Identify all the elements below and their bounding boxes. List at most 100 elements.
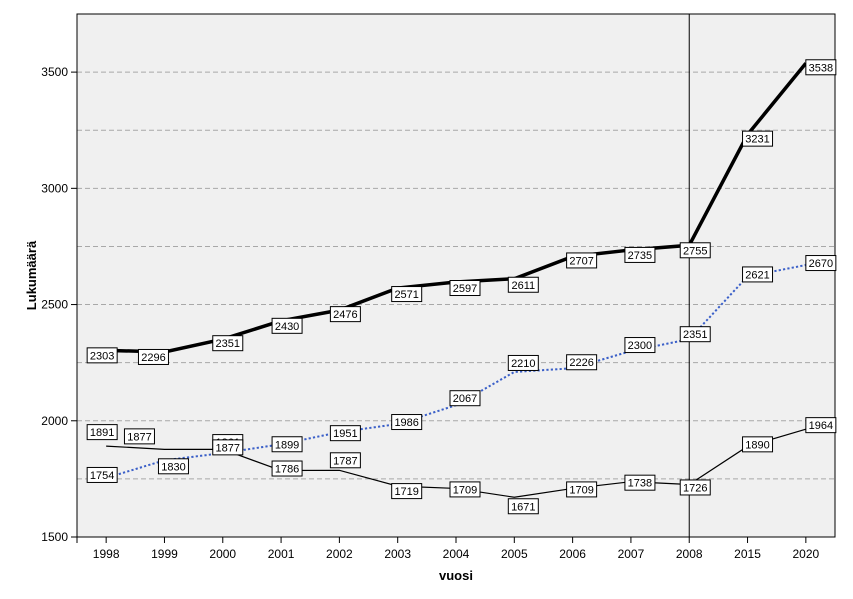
data-label-box <box>86 424 118 441</box>
data-label: 2476 <box>333 309 357 321</box>
data-label: 2597 <box>453 283 477 295</box>
data-label-box <box>391 483 423 500</box>
data-label-box <box>805 417 837 434</box>
data-label-box <box>137 348 169 365</box>
data-label: 2707 <box>569 255 593 267</box>
data-label-box <box>271 317 303 334</box>
y-tick-label: 1500 <box>41 530 68 544</box>
data-label: 2670 <box>809 258 833 270</box>
x-tick-label: 2000 <box>209 547 236 561</box>
data-label-box <box>624 337 656 354</box>
data-label: 2430 <box>275 321 299 333</box>
data-label-box <box>805 255 837 272</box>
data-label-box <box>449 390 481 407</box>
x-tick-label: 2002 <box>326 547 353 561</box>
y-axis-title: Lukumäärä <box>24 240 39 310</box>
data-label-box <box>449 280 481 297</box>
data-label: 1754 <box>90 470 114 482</box>
data-label: 1738 <box>628 478 652 490</box>
data-label-box <box>212 335 244 352</box>
data-label: 2300 <box>628 340 652 352</box>
axes: 1500 2000 2500 3000 3500 1998 1999 2000 2001 2002… <box>41 14 835 561</box>
data-label-box <box>742 266 774 283</box>
y-tick-label: 3000 <box>41 181 68 195</box>
data-label-box <box>271 460 303 477</box>
data-label: 1671 <box>511 501 535 513</box>
x-tick-label: 2005 <box>501 547 528 561</box>
data-label: 3231 <box>745 134 769 146</box>
data-label: 2226 <box>569 357 593 369</box>
data-label-box <box>329 452 361 469</box>
data-label: 1951 <box>333 428 357 440</box>
y-tick-label: 3500 <box>41 65 68 79</box>
x-tick-label: 2008 <box>676 547 703 561</box>
x-axis-title: vuosi <box>439 568 473 583</box>
y-tick-label: 2000 <box>41 414 68 428</box>
data-label-box <box>329 425 361 442</box>
data-label-box <box>742 436 774 453</box>
x-tick-label: 1999 <box>151 547 178 561</box>
data-label: 1719 <box>394 486 418 498</box>
data-label-box <box>507 354 539 371</box>
data-label-box <box>679 326 711 343</box>
x-tick-label: 2015 <box>734 547 761 561</box>
data-label: 2571 <box>394 289 418 301</box>
data-label: 2067 <box>453 393 477 405</box>
data-label: 2303 <box>90 350 114 362</box>
plot-background <box>76 13 836 538</box>
data-label-box <box>805 59 837 76</box>
data-label: 1787 <box>333 455 357 467</box>
data-label-box <box>507 498 539 515</box>
data-label-box <box>391 286 423 303</box>
x-tick-label: 2020 <box>792 547 819 561</box>
data-label: 1891 <box>90 427 114 439</box>
data-label-box <box>86 466 118 483</box>
data-label: 2351 <box>683 329 707 341</box>
data-label: 2755 <box>683 245 707 257</box>
data-label-box <box>624 246 656 263</box>
data-label-box <box>742 130 774 147</box>
data-label: 1726 <box>683 482 707 494</box>
x-tick-label: 2001 <box>268 547 295 561</box>
data-label: 1890 <box>745 439 769 451</box>
x-tick-label: 2003 <box>384 547 411 561</box>
data-label-box <box>123 428 155 445</box>
data-label: 3538 <box>809 62 833 74</box>
data-label: 1986 <box>394 417 418 429</box>
data-label-box <box>566 481 598 498</box>
data-label: 2621 <box>745 269 769 281</box>
data-label-box <box>449 481 481 498</box>
data-label-box <box>566 252 598 269</box>
data-label: 1877 <box>216 442 240 454</box>
data-label: 1830 <box>161 461 185 473</box>
data-label-box <box>86 347 118 364</box>
data-label: 1786 <box>275 464 299 476</box>
data-label: 1709 <box>453 484 477 496</box>
x-tick-label: 1998 <box>93 547 120 561</box>
data-label-box <box>507 276 539 293</box>
gridlines <box>77 14 835 537</box>
data-label: 1899 <box>275 439 299 451</box>
data-label-box <box>212 439 244 456</box>
data-label: 2296 <box>141 352 165 364</box>
data-labels: 2303 2296 2351 2430 2476 2571 2597 2611 2707 2735… <box>86 59 837 515</box>
y-tick-label: 2500 <box>41 298 68 312</box>
data-label-box <box>566 354 598 371</box>
data-label: 1877 <box>127 431 151 443</box>
data-label-box <box>391 414 423 431</box>
x-tick-label: 2004 <box>443 547 470 561</box>
data-label: 2735 <box>628 250 652 262</box>
x-tick-label: 2006 <box>559 547 586 561</box>
data-label: 2351 <box>216 338 240 350</box>
data-label-box <box>271 436 303 453</box>
data-label-box <box>329 306 361 323</box>
data-label-box <box>157 458 189 475</box>
data-label: 1709 <box>569 484 593 496</box>
data-label: 1964 <box>809 420 833 432</box>
x-tick-label: 2007 <box>618 547 645 561</box>
data-label-box <box>679 242 711 259</box>
data-label: 2611 <box>511 280 535 292</box>
data-label-box <box>679 479 711 496</box>
data-label-box <box>624 474 656 491</box>
